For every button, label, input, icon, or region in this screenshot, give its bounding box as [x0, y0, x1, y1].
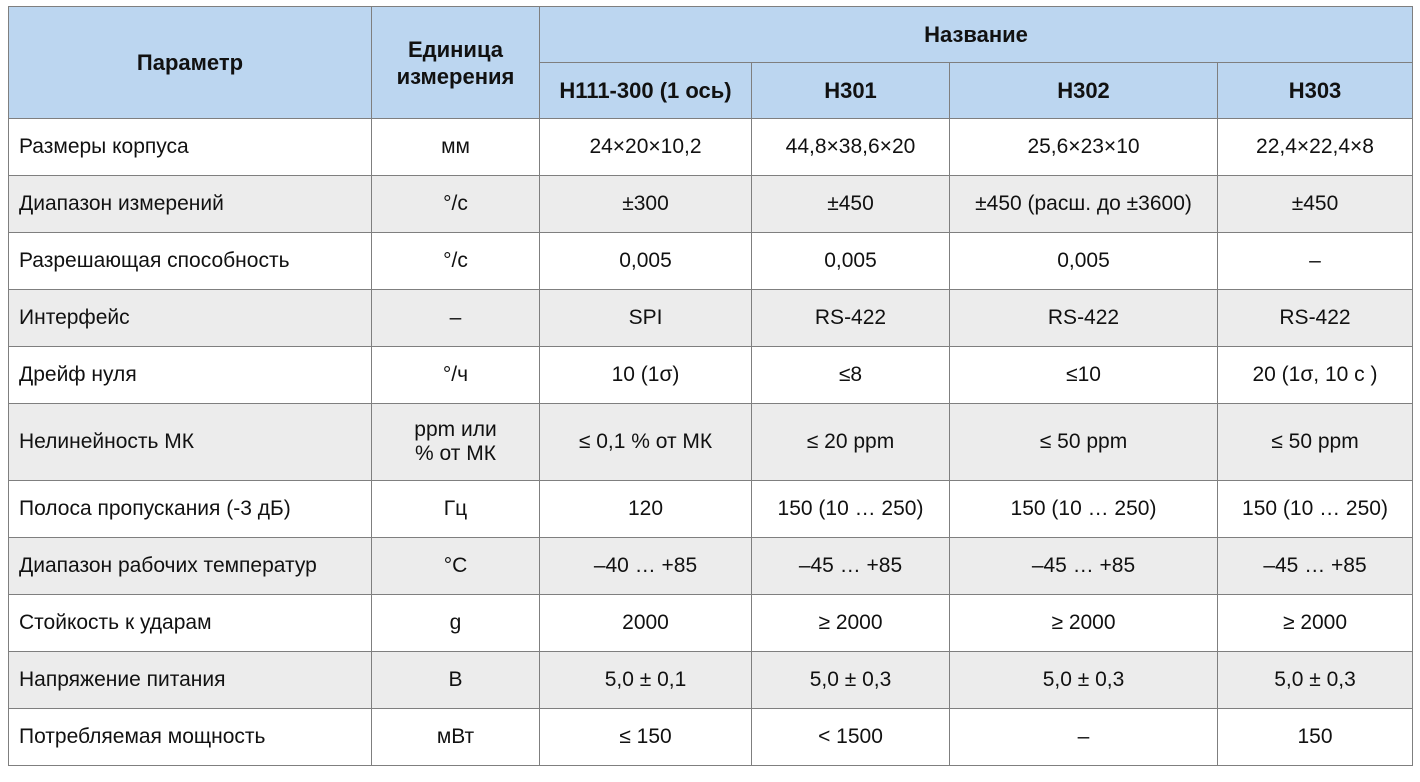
value-cell: 150 (10 … 250) [949, 480, 1218, 538]
unit-cell: °/с [371, 232, 540, 290]
value-cell: ≥ 2000 [1217, 594, 1413, 652]
value-cell: 0,005 [949, 232, 1218, 290]
specifications-table: Параметр Единица измерения Название H111… [8, 6, 1413, 766]
table-row: Диапазон измерений °/с ±300 ±450 ±450 (р… [8, 175, 1413, 233]
param-cell: Стойкость к ударам [8, 594, 372, 652]
value-cell: – [949, 708, 1218, 766]
value-cell: 10 (1σ) [539, 346, 752, 404]
value-cell: 22,4×22,4×8 [1217, 118, 1413, 176]
header-model: H301 [751, 62, 950, 119]
param-cell: Размеры корпуса [8, 118, 372, 176]
param-cell: Диапазон измерений [8, 175, 372, 233]
table-row: Диапазон рабочих температур °С –40 … +85… [8, 537, 1413, 595]
header-unit-line2: измерения [396, 63, 515, 89]
value-cell: 0,005 [539, 232, 752, 290]
value-cell: ≤ 50 ppm [1217, 403, 1413, 481]
table-row: Интерфейс – SPI RS-422 RS-422 RS-422 [8, 289, 1413, 347]
table-row: Размеры корпуса мм 24×20×10,2 44,8×38,6×… [8, 118, 1413, 176]
unit-cell: °/с [371, 175, 540, 233]
value-cell: – [1217, 232, 1413, 290]
param-cell: Потребляемая мощность [8, 708, 372, 766]
param-cell: Полоса пропускания (-3 дБ) [8, 480, 372, 538]
value-cell: ≤ 20 ppm [751, 403, 950, 481]
value-cell: 150 [1217, 708, 1413, 766]
header-parameter: Параметр [8, 6, 372, 119]
value-cell: RS-422 [1217, 289, 1413, 347]
table-row: Напряжение питания В 5,0 ± 0,1 5,0 ± 0,3… [8, 651, 1413, 709]
value-cell: RS-422 [949, 289, 1218, 347]
param-cell: Диапазон рабочих температур [8, 537, 372, 595]
table-row: Стойкость к ударам g 2000 ≥ 2000 ≥ 2000 … [8, 594, 1413, 652]
unit-cell-line1: ppm или [414, 418, 497, 441]
value-cell: 5,0 ± 0,3 [949, 651, 1218, 709]
header-unit: Единица измерения [371, 6, 540, 119]
header-name-group: Название [539, 6, 1413, 63]
unit-cell: мВт [371, 708, 540, 766]
unit-cell: g [371, 594, 540, 652]
value-cell: ±450 [751, 175, 950, 233]
param-cell: Напряжение питания [8, 651, 372, 709]
unit-cell: °С [371, 537, 540, 595]
param-cell: Разрешающая способность [8, 232, 372, 290]
value-cell: ≥ 2000 [751, 594, 950, 652]
value-cell: RS-422 [751, 289, 950, 347]
value-cell: ±300 [539, 175, 752, 233]
value-cell: SPI [539, 289, 752, 347]
table-row: Дрейф нуля °/ч 10 (1σ) ≤8 ≤10 20 (1σ, 10… [8, 346, 1413, 404]
param-cell: Интерфейс [8, 289, 372, 347]
value-cell: 150 (10 … 250) [1217, 480, 1413, 538]
value-cell: ≤8 [751, 346, 950, 404]
value-cell: 25,6×23×10 [949, 118, 1218, 176]
header-model: H111-300 (1 ось) [539, 62, 752, 119]
param-cell: Нелинейность МК [8, 403, 372, 481]
value-cell: 120 [539, 480, 752, 538]
unit-cell: °/ч [371, 346, 540, 404]
value-cell: ±450 [1217, 175, 1413, 233]
value-cell: –45 … +85 [1217, 537, 1413, 595]
value-cell: < 1500 [751, 708, 950, 766]
value-cell: 20 (1σ, 10 с ) [1217, 346, 1413, 404]
value-cell: 44,8×38,6×20 [751, 118, 950, 176]
value-cell: 150 (10 … 250) [751, 480, 950, 538]
unit-cell: Гц [371, 480, 540, 538]
value-cell: ≤ 50 ppm [949, 403, 1218, 481]
value-cell: ≤ 150 [539, 708, 752, 766]
header-unit-line1: Единица [407, 36, 503, 62]
value-cell: 24×20×10,2 [539, 118, 752, 176]
value-cell: 5,0 ± 0,1 [539, 651, 752, 709]
value-cell: 0,005 [751, 232, 950, 290]
unit-cell-line2: % от МК [415, 442, 496, 465]
value-cell: ≤10 [949, 346, 1218, 404]
table-row: Разрешающая способность °/с 0,005 0,005 … [8, 232, 1413, 290]
table-row: Полоса пропускания (-3 дБ) Гц 120 150 (1… [8, 480, 1413, 538]
header-model: H303 [1217, 62, 1413, 119]
unit-cell: – [371, 289, 540, 347]
value-cell: ≤ 0,1 % от МК [539, 403, 752, 481]
value-cell: –45 … +85 [751, 537, 950, 595]
header-model: H302 [949, 62, 1218, 119]
value-cell: 5,0 ± 0,3 [751, 651, 950, 709]
table-row: Нелинейность МК ppm или % от МК ≤ 0,1 % … [8, 403, 1413, 481]
table-header: Параметр Единица измерения Название H111… [8, 6, 1413, 119]
table-row: Потребляемая мощность мВт ≤ 150 < 1500 –… [8, 708, 1413, 766]
value-cell: –40 … +85 [539, 537, 752, 595]
value-cell: –45 … +85 [949, 537, 1218, 595]
header-row-top: Параметр Единица измерения Название [8, 6, 1413, 119]
value-cell: 5,0 ± 0,3 [1217, 651, 1413, 709]
unit-cell: ppm или % от МК [371, 403, 540, 481]
value-cell: 2000 [539, 594, 752, 652]
table-body: Размеры корпуса мм 24×20×10,2 44,8×38,6×… [8, 118, 1413, 766]
header-row-models: H111-300 (1 ось) H301 H302 H303 [9, 62, 1413, 119]
value-cell: ≥ 2000 [949, 594, 1218, 652]
unit-cell: В [371, 651, 540, 709]
value-cell: ±450 (расш. до ±3600) [949, 175, 1218, 233]
param-cell: Дрейф нуля [8, 346, 372, 404]
unit-cell: мм [371, 118, 540, 176]
